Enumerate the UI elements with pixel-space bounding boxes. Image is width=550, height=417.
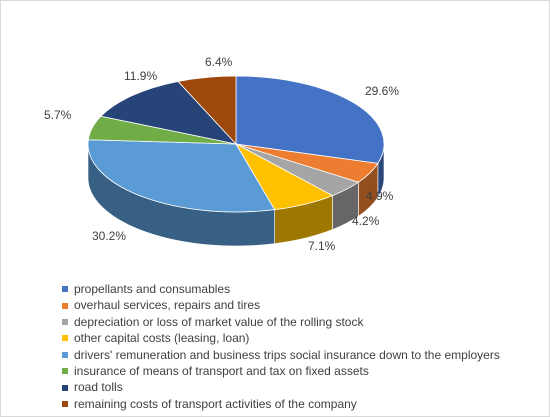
legend-label: insurance of means of transport and tax … <box>74 363 369 378</box>
legend-label: remaining costs of transport activities … <box>74 396 357 411</box>
legend-swatch <box>62 286 68 293</box>
pie-data-label: 4.9% <box>366 189 394 203</box>
pie-data-label: 29.6% <box>365 84 399 98</box>
legend-swatch <box>62 368 68 375</box>
legend-item: propellants and consumables <box>62 281 500 297</box>
legend-swatch <box>62 351 68 358</box>
legend-label: road tolls <box>74 380 123 395</box>
pie-data-label: 4.2% <box>352 214 380 228</box>
legend-item: overhaul services, repairs and tires <box>62 297 500 313</box>
legend-swatch <box>62 302 68 309</box>
pie-slice <box>87 139 276 213</box>
pie-labels: 29.6% 4.9% 4.2% 7.1% 30.2% 5.7% 11.9% 6.4% <box>44 55 399 253</box>
pie-slice <box>177 75 237 146</box>
pie-data-label: 7.1% <box>308 239 336 253</box>
legend-swatch <box>62 400 68 407</box>
pie-tops <box>87 75 385 213</box>
legend-swatch <box>62 335 68 342</box>
pie-slice <box>235 75 385 164</box>
legend-item: depreciation or loss of market value of … <box>62 314 500 330</box>
pie-data-label: 11.9% <box>124 69 157 83</box>
legend-item: remaining costs of transport activities … <box>62 396 500 412</box>
legend-swatch <box>62 384 68 391</box>
legend-label: depreciation or loss of market value of … <box>74 314 364 329</box>
pie-data-label: 6.4% <box>205 55 233 69</box>
legend-swatch <box>62 318 68 325</box>
pie-sides <box>87 143 385 247</box>
legend-label: overhaul services, repairs and tires <box>74 298 261 313</box>
legend: propellants and consumables overhaul serv… <box>62 281 500 412</box>
pie-data-label: 5.7% <box>44 108 72 122</box>
legend-item: other capital costs (leasing, loan) <box>62 330 500 346</box>
legend-label: drivers' remuneration and business trips… <box>74 347 500 362</box>
pie-slice <box>100 80 238 145</box>
legend-label: propellants and consumables <box>74 282 231 296</box>
legend-item: insurance of means of transport and tax … <box>62 363 500 379</box>
legend-label: other capital costs (leasing, loan) <box>74 331 250 346</box>
pie-data-label: 30.2% <box>92 229 126 243</box>
legend-item: drivers' remuneration and business trips… <box>62 347 500 363</box>
legend-item: road tolls <box>62 379 500 395</box>
